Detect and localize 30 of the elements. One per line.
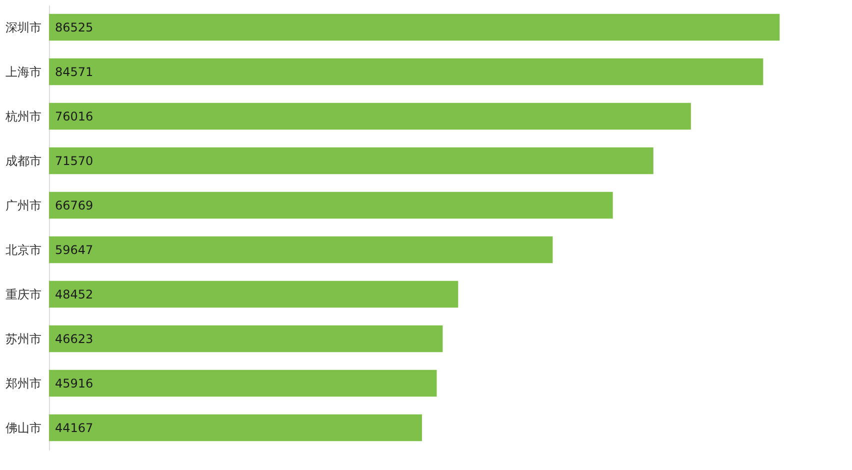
data-label: 48452 (55, 287, 94, 302)
y-tick-label: 苏州市 (6, 332, 42, 346)
y-tick-label: 深圳市 (6, 20, 42, 34)
bar (49, 58, 764, 86)
data-label: 71570 (55, 154, 94, 168)
data-label: 45916 (55, 376, 94, 390)
bar (49, 192, 613, 219)
bar (49, 325, 443, 352)
data-label: 44167 (55, 420, 94, 435)
data-label: 46623 (55, 332, 94, 346)
data-label: 66769 (55, 198, 94, 212)
data-label: 86525 (55, 20, 94, 34)
bar (49, 280, 458, 308)
y-tick-label: 郑州市 (6, 376, 42, 390)
data-label: 84571 (55, 64, 94, 79)
y-tick-label: 佛山市 (6, 420, 42, 435)
bar (49, 14, 780, 41)
bar (49, 370, 437, 397)
y-tick-label: 广州市 (6, 198, 42, 212)
data-label: 76016 (55, 109, 94, 124)
bar (49, 414, 422, 442)
y-tick-label: 杭州市 (4, 109, 42, 124)
bar (49, 147, 654, 174)
y-tick-label: 重庆市 (6, 287, 42, 302)
y-tick-label: 上海市 (6, 64, 42, 79)
bar (49, 102, 691, 130)
bar (49, 236, 553, 264)
data-label: 59647 (55, 242, 94, 257)
y-tick-label: 成都市 (6, 154, 42, 168)
y-tick-label: 北京市 (6, 242, 42, 257)
